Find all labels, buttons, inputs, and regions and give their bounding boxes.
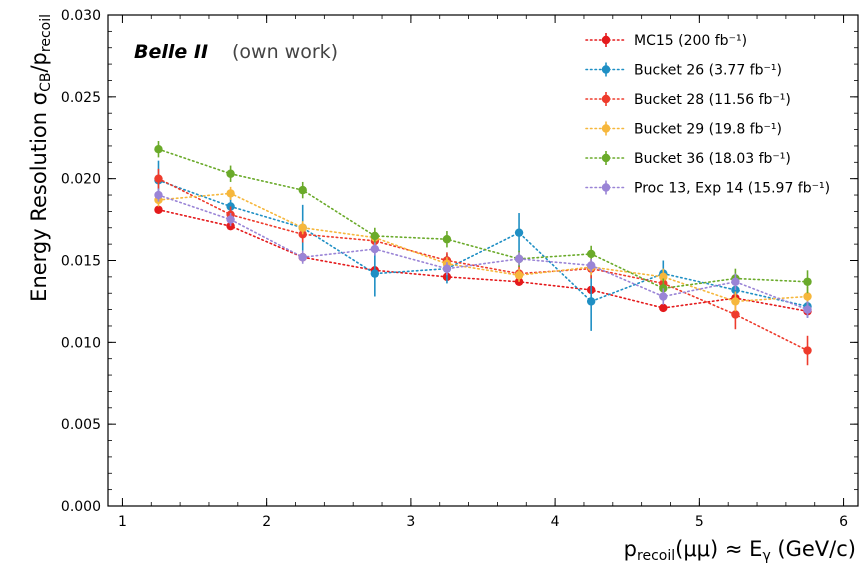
x-tick-label: 4 [551,514,560,530]
data-point [659,303,668,313]
legend-marker [601,124,611,133]
x-label-sub2: γ [762,548,770,564]
plot-area [108,15,858,506]
data-point [803,292,812,301]
x-label-middle: (μμ) ≈ E [675,537,762,561]
data-point [514,228,524,237]
data-point [659,272,668,282]
data-point [370,244,380,254]
y-tick-label: 0.005 [61,417,101,433]
data-point [731,297,740,306]
series-layer [154,141,812,366]
data-point [370,269,380,278]
y-axis-label: Energy Resolution σCB/precoil [27,14,54,302]
x-tick-label: 2 [262,514,271,530]
data-point [154,190,163,200]
series-line [157,177,809,352]
x-tick-label: 3 [406,514,415,530]
legend-item-5: Proc 13, Exp 14 (15.97 fb⁻¹) [585,180,830,197]
y-tick-label: 0.020 [61,172,101,188]
series-line [157,148,809,290]
y-label-prefix: Energy Resolution σ [27,92,51,302]
y-label-middle: /p [27,52,51,72]
legend-marker [601,153,611,163]
series-line [157,194,809,311]
x-label-sub: recoil [637,548,675,564]
series-5 [154,188,812,318]
y-tick-label: 0.010 [61,335,101,351]
data-point [226,189,235,198]
data-point [298,185,307,195]
data-point [586,261,596,270]
y-tick-label: 0.015 [61,254,101,270]
legend-item-4: Bucket 36 (18.03 fb⁻¹) [585,151,791,167]
legend-item-3: Bucket 29 (19.8 fb⁻¹) [585,121,782,138]
status-label: (own work) [232,41,338,63]
legend-marker [601,65,611,74]
data-point [154,145,163,154]
legend-label: Bucket 26 (3.77 fb⁻¹) [634,63,782,79]
legend-label: Bucket 28 (11.56 fb⁻¹) [634,92,791,108]
legend-item-1: Bucket 26 (3.77 fb⁻¹) [585,62,782,79]
legend-marker [601,35,611,45]
legend-marker [601,183,611,192]
legend-label: Bucket 29 (19.8 fb⁻¹) [634,122,782,138]
y-tick-label: 0.000 [61,499,101,515]
data-point [154,205,163,214]
data-point [226,215,235,224]
data-point [803,346,812,355]
data-point [586,249,596,259]
data-point [514,254,524,264]
legend-label: Bucket 36 (18.03 fb⁻¹) [634,151,791,167]
data-point [586,297,596,306]
x-tick-label: 6 [839,514,848,530]
data-point [442,264,452,273]
data-point [298,223,307,232]
x-tick-label: 5 [695,514,704,530]
legend-marker [601,94,611,104]
y-tick-label: 0.030 [61,8,101,24]
data-point [659,292,668,301]
data-point [731,277,740,286]
legend: MC15 (200 fb⁻¹) Bucket 26 (3.77 fb⁻¹) Buck… [585,33,830,197]
data-point [803,277,812,286]
x-axis-label: precoil(μμ) ≈ Eγ (GeV/c) [624,537,856,564]
data-point [803,305,812,314]
data-point [731,310,740,319]
x-tick-label: 1 [118,514,127,530]
y-label-sub: CB [38,73,54,92]
x-label-prefix: p [624,537,637,561]
series-line [157,208,809,313]
experiment-label: Belle II [134,41,208,63]
series-line [157,179,809,308]
data-point [370,231,380,241]
y-label-sub2: recoil [38,14,54,52]
data-point [514,271,524,280]
y-tick-label: 0.025 [61,90,101,106]
data-point [659,284,668,293]
data-point [442,235,452,244]
data-point [154,174,163,183]
x-label-unit: (GeV/c) [771,537,856,561]
plot-background [108,15,858,506]
data-point [298,253,307,262]
axes-layer: 1 2 3 4 5 6 0.000 0.005 0.010 0.015 0.020 0.025 0.03… [61,8,859,530]
legend-label: Proc 13, Exp 14 (15.97 fb⁻¹) [634,181,830,197]
legend-label: MC15 (200 fb⁻¹) [634,33,747,49]
series-line [157,192,809,303]
legend-item-0: MC15 (200 fb⁻¹) [585,33,747,49]
legend-item-2: Bucket 28 (11.56 fb⁻¹) [585,92,791,108]
data-point [226,169,235,178]
